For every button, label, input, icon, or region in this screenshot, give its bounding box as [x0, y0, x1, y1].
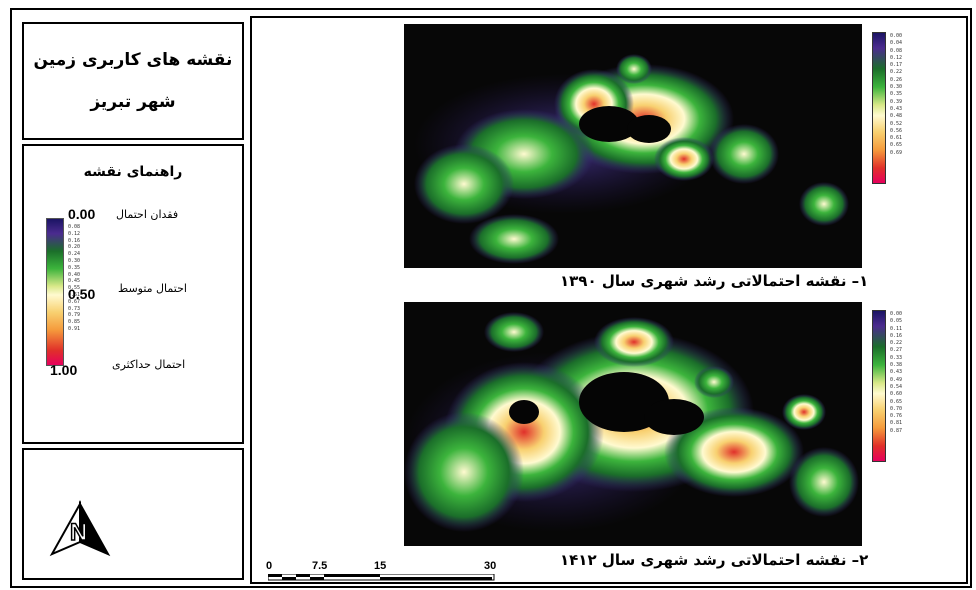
map2-tick: 0.65 [890, 398, 903, 405]
map2-tick: 0.54 [890, 383, 903, 390]
map1-tick: 0.30 [890, 84, 903, 91]
map2-caption: ۲– نقشه احتمالاتی رشد شهری سال ۱۴۱۲ [560, 551, 869, 569]
probability-map-1412 [404, 302, 862, 546]
map2-tick: 0.60 [890, 391, 903, 398]
map1-tick: 0.00 [890, 33, 903, 39]
map1-tick: 0.17 [890, 62, 903, 69]
map1-tick: 0.48 [890, 113, 903, 120]
legend-tick: 0.91 [68, 325, 81, 332]
map1-tick: 0.69 [890, 149, 903, 156]
map2-tick: 0.70 [890, 405, 903, 412]
map2-tick: 0.43 [890, 369, 903, 376]
legend-mid-value: 0.50 [68, 286, 96, 302]
legend-tick: 0.35 [68, 264, 81, 271]
legend-mid-label: احتمال متوسط [118, 282, 187, 295]
legend-tick: 0.12 [68, 230, 81, 237]
map-area [250, 16, 968, 584]
legend-tick: 0.30 [68, 257, 81, 264]
map2-tick: 0.38 [890, 362, 903, 369]
legend-tick: 0.73 [68, 305, 81, 312]
legend-max-value: 1.00 [50, 362, 78, 378]
legend-tick: 0.16 [68, 237, 81, 244]
legend-tick: 0.45 [68, 278, 81, 285]
map2-color-ramp [872, 310, 886, 462]
map1-tick: 0.52 [890, 120, 903, 127]
map2-ramp-ticks: 0.00 0.05 0.11 0.16 0.22 0.27 0.33 0.38 0.43 0.49… [890, 311, 914, 435]
legend-tick: 0.40 [68, 271, 81, 278]
legend-max-label: احتمال حداکثری [112, 358, 186, 371]
map2-tick: 0.81 [890, 420, 903, 427]
legend-tick: 0.20 [68, 244, 81, 251]
legend-tick: 0.79 [68, 312, 81, 319]
map1-tick: 0.65 [890, 142, 903, 149]
legend-min-label: فقدان احتمال [116, 208, 179, 221]
map2-tick: 0.22 [890, 340, 903, 347]
north-letter: N [70, 519, 87, 546]
map2-tick: 0.76 [890, 413, 903, 420]
map1-tick: 0.39 [890, 98, 903, 105]
legend-title: راهنمای نقشه [83, 164, 183, 180]
legend-tick: 0.55 [68, 285, 81, 292]
map1-tick: 0.04 [890, 40, 903, 47]
map-title: نقشه های کاربری زمین [33, 50, 233, 70]
scale-label-30: 30 [484, 560, 497, 572]
scale-label-15: 15 [374, 560, 387, 572]
map1-ramp-ticks: 0.00 0.04 0.08 0.12 0.17 0.22 0.26 0.30 0.35 0.39… [890, 33, 914, 157]
scale-bar-graphic [268, 574, 495, 581]
legend-tick: 0.85 [68, 319, 81, 326]
scale-label-0: 0 [266, 560, 273, 572]
north-arrow-icon: N [49, 500, 111, 557]
map2-tick: 0.87 [890, 427, 903, 434]
map2-tick: 0.05 [890, 318, 903, 325]
map1-tick: 0.56 [890, 127, 903, 134]
map2-tick: 0.16 [890, 332, 903, 339]
legend-tick: 0.61 [68, 291, 81, 298]
map2-tick: 0.00 [890, 311, 903, 317]
map1-tick: 0.43 [890, 105, 903, 112]
map1-tick: 0.12 [890, 54, 903, 61]
legend-ramp-ticks: 0.08 0.12 0.16 0.20 0.24 0.30 0.35 0.40 0.45 0.55… [68, 224, 88, 360]
map1-tick: 0.08 [890, 47, 903, 54]
map2-tick: 0.27 [890, 347, 903, 354]
map2-tick: 0.49 [890, 376, 903, 383]
map-sheet-frame [10, 8, 972, 588]
map-subtitle: شهر تبریز [90, 92, 176, 112]
legend-color-ramp [46, 218, 64, 366]
map2-tick: 0.11 [890, 325, 903, 332]
map1-caption: ۱– نقشه احتمالاتی رشد شهری سال ۱۳۹۰ [560, 272, 869, 290]
legend-tick: 0.08 [68, 224, 81, 230]
legend-tick: 0.24 [68, 251, 81, 258]
map1-tick: 0.61 [890, 135, 903, 142]
map1-color-ramp [872, 32, 886, 184]
title-box: نقشه های کاربری زمین شهر تبریز [22, 22, 244, 140]
map2-tick: 0.33 [890, 354, 903, 361]
legend-box: راهنمای نقشه 0.08 0.12 0.16 0.20 0.24 0.30 0.3… [22, 144, 244, 444]
map1-tick: 0.35 [890, 91, 903, 98]
scale-label-7-5: 7.5 [312, 560, 328, 572]
map1-tick: 0.22 [890, 69, 903, 76]
legend-tick: 0.67 [68, 298, 81, 305]
probability-map-1390 [404, 24, 862, 268]
map1-tick: 0.26 [890, 76, 903, 83]
legend-min-value: 0.00 [68, 206, 96, 222]
north-arrow-box: N [22, 448, 244, 580]
